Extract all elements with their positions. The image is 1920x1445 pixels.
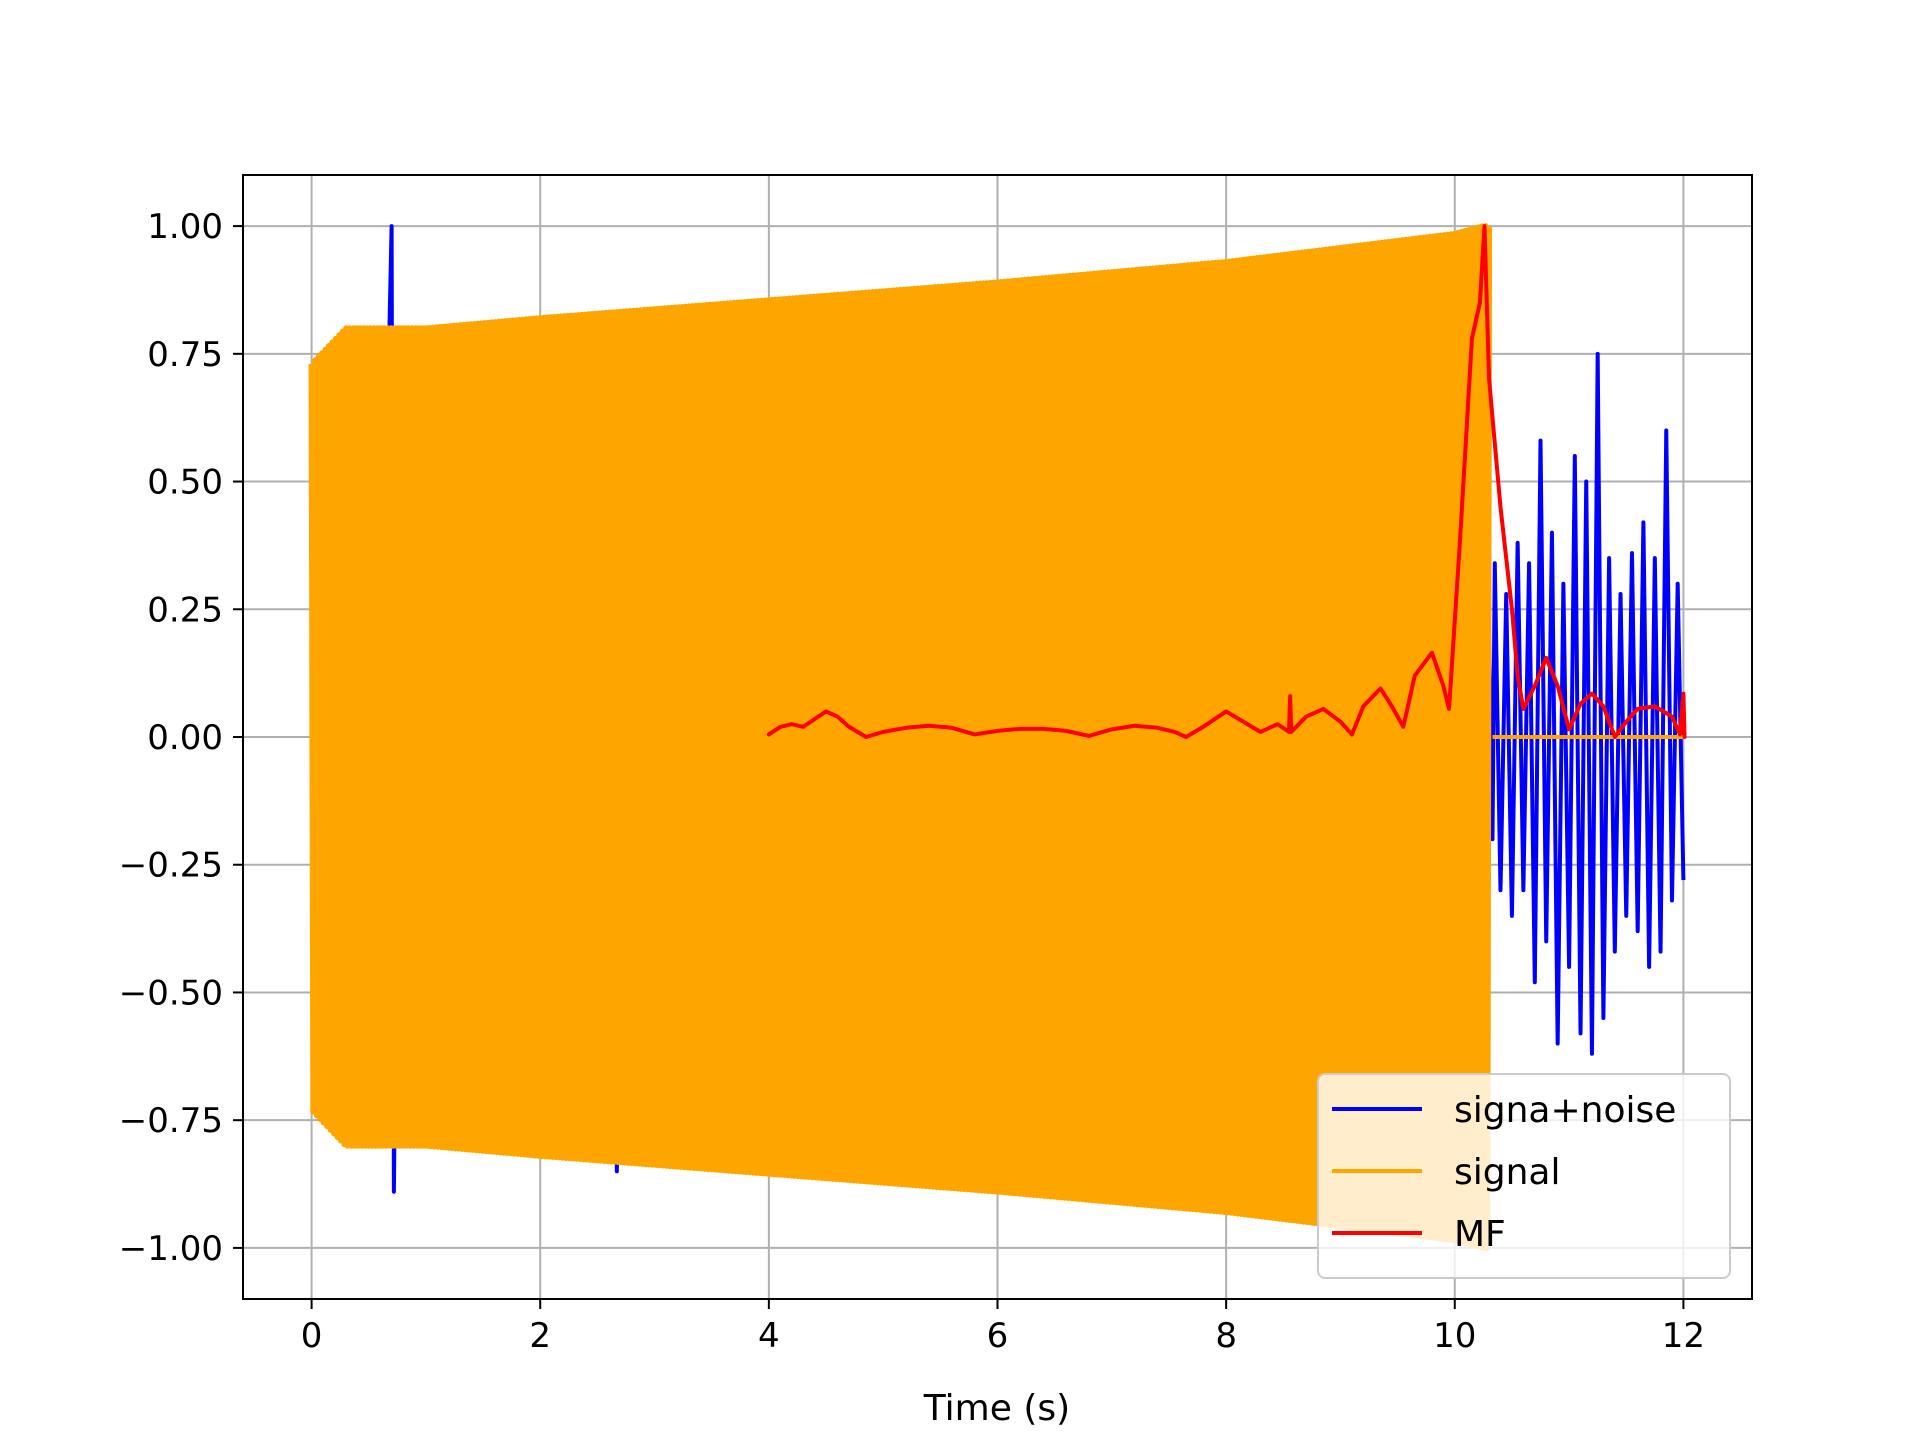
x-tick-label: 0 bbox=[301, 1316, 323, 1356]
y-tick-label: 0.00 bbox=[147, 718, 223, 758]
x-axis-label: Time (s) bbox=[923, 1388, 1070, 1429]
y-tick-label: 0.50 bbox=[147, 463, 223, 503]
signal-oscillation bbox=[308, 223, 1493, 1251]
x-tick-label: 4 bbox=[758, 1316, 780, 1356]
y-tick-label: −0.50 bbox=[119, 973, 223, 1013]
legend: signa+noise signal MF bbox=[1317, 1073, 1731, 1279]
legend-label-signal: signal bbox=[1454, 1152, 1561, 1193]
y-tick-label: 0.25 bbox=[147, 590, 223, 630]
x-tick-label: 8 bbox=[1215, 1316, 1237, 1356]
mf-line bbox=[766, 224, 1687, 739]
legend-label-signa-noise: signa+noise bbox=[1454, 1090, 1676, 1131]
tick-layer: 0 2 4 6 8 10 12 −1.00 −0.75 −0.50 −0.25 0.00 0.25 0.5… bbox=[119, 207, 1705, 1356]
x-tick-label: 2 bbox=[529, 1316, 551, 1356]
x-tick-label: 10 bbox=[1433, 1316, 1476, 1356]
y-tick-label: −0.75 bbox=[119, 1101, 223, 1141]
legend-frame bbox=[1317, 1073, 1731, 1279]
y-tick-label: −1.00 bbox=[119, 1229, 223, 1269]
y-tick-label: −0.25 bbox=[119, 846, 223, 886]
y-tick-label: 0.75 bbox=[147, 335, 223, 375]
x-tick-label: 6 bbox=[987, 1316, 1009, 1356]
legend-label-mf: MF bbox=[1454, 1214, 1506, 1255]
x-tick-label: 12 bbox=[1662, 1316, 1705, 1356]
series-layer bbox=[308, 223, 1687, 1251]
y-tick-label: 1.00 bbox=[147, 207, 223, 247]
